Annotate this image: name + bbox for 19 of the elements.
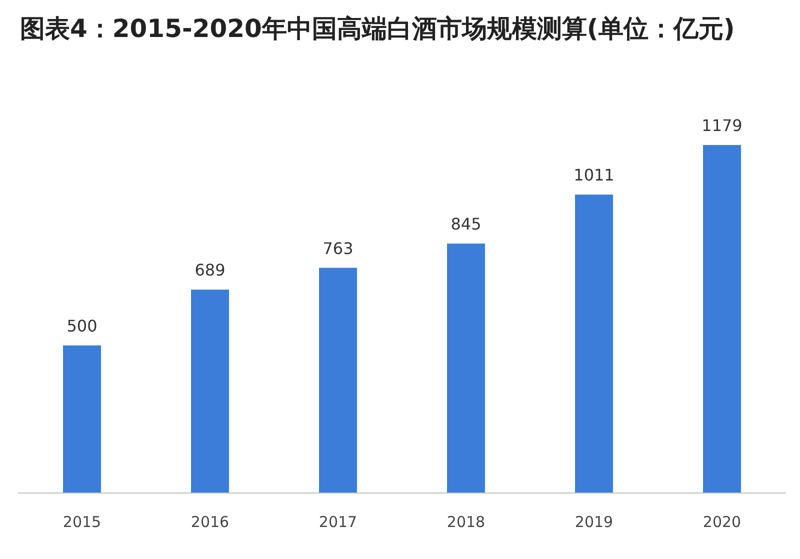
bar [703,145,741,493]
x-tick-label: 2017 [318,513,358,531]
x-tick-label: 2020 [702,513,742,531]
bar [447,244,485,493]
data-label: 500 [66,316,98,336]
chart-title: 图表4：2015-2020年中国高端白酒市场规模测算(单位：亿元) [20,14,736,44]
data-label: 763 [322,238,354,258]
bar [575,194,613,493]
data-label: 845 [450,214,482,234]
x-tick-label: 2018 [446,513,486,531]
x-tick-label: 2015 [62,513,102,531]
bar [191,290,229,493]
bar [63,345,101,493]
x-tick-label: 2019 [574,513,614,531]
data-label: 689 [194,260,226,280]
x-tick-label: 2016 [190,513,230,531]
bar [319,268,357,493]
data-label: 1011 [574,166,614,185]
data-label: 1179 [702,116,742,135]
